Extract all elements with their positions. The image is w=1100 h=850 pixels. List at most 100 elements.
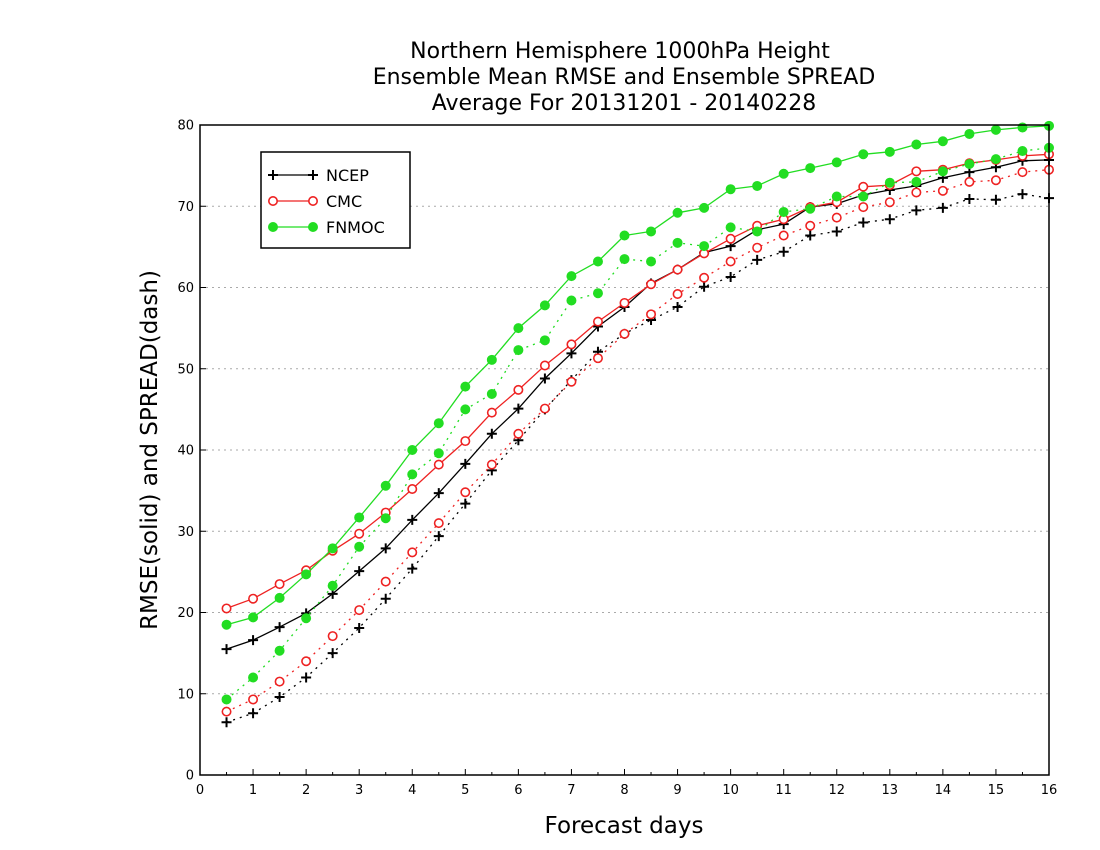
fnmoc-spread-point [433,448,444,459]
cmc-rmse-point [407,483,418,494]
fnmoc-rmse-point [592,256,603,267]
fnmoc-spread-point [964,159,975,169]
fnmoc-spread-point [831,191,842,202]
cmc-spread-point [619,328,630,339]
cmc-spread-point [221,706,232,717]
y-tick-label: 70 [177,200,194,215]
x-tick-label: 5 [461,783,469,798]
plot-series [221,120,1055,728]
ncep-spread-point [433,531,444,542]
cmc-spread-point [354,605,365,616]
fnmoc-rmse-point [699,202,710,213]
x-tick-label: 13 [882,783,899,798]
fnmoc-spread-point [990,154,1001,165]
cmc-spread-point [248,694,259,705]
fnmoc-rmse-point [725,184,736,195]
ncep-spread-point [327,648,338,659]
fnmoc-spread-point [911,176,922,187]
cmc-spread-point [301,656,312,667]
fnmoc-spread-point [884,177,895,188]
fnmoc-spread-point [646,256,657,267]
fnmoc-spread-point [301,613,312,624]
cmc-spread-point [460,487,471,498]
cmc-spread-point [831,212,842,223]
x-tick-label: 7 [567,783,575,798]
fnmoc-spread-point [513,345,524,356]
x-tick-label: 8 [620,783,628,798]
x-tick-label: 6 [514,783,522,798]
fnmoc-spread-point [805,203,816,214]
cmc-spread-point [725,256,736,267]
fnmoc-spread-point [592,288,603,299]
ncep-rmse-point [221,644,232,655]
cmc-rmse-point [592,316,603,327]
x-tick-label: 12 [828,783,845,798]
fnmoc-spread-point [327,580,338,591]
cmc-rmse-point [513,384,524,395]
legend: NCEP CMC FNMOC [260,151,411,249]
fnmoc-rmse-point [964,128,975,139]
fnmoc-rmse-point [221,619,232,630]
cmc-spread-point [964,176,975,187]
ncep-rmse-point [407,514,418,525]
fnmoc-spread-point [380,513,391,524]
ncep-spread-point [274,692,285,702]
cmc-rmse-point [221,603,232,614]
cmc-rmse-point [646,279,657,290]
ncep-spread-point [380,593,391,604]
x-tick-label: 10 [722,783,739,798]
fnmoc-rmse-point [831,157,842,168]
y-axis-title: RMSE(solid) and SPREAD(dash) [137,270,163,630]
y-tick-label: 50 [177,362,194,377]
cmc-rmse-point [911,166,922,177]
fnmoc-rmse-point [460,381,471,392]
x-tick-label: 16 [1041,783,1058,798]
fnmoc-spread-point [460,404,471,415]
ncep-spread-point [460,498,471,509]
legend-marker-cmc [307,196,318,207]
fnmoc-rmse-point [274,592,285,603]
fnmoc-spread-point [274,645,285,656]
cmc-spread-point [1017,167,1028,178]
cmc-spread-point [672,288,683,299]
cmc-spread-point [752,242,763,253]
x-tick-label: 1 [249,783,257,798]
ncep-spread-point [937,202,948,213]
legend-marker-cmc [267,196,278,207]
fnmoc-spread-point [937,166,948,177]
ncep-spread-point [831,226,842,237]
cmc-rmse-point [672,264,683,275]
ncep-rmse-point [433,488,444,499]
ncep-spread-point [778,246,789,257]
cmc-rmse-point [858,181,869,192]
fnmoc-rmse-point [884,146,895,157]
fnmoc-rmse-point [672,207,683,218]
fnmoc-spread-point [486,388,497,399]
fnmoc-rmse-point [301,569,312,580]
cmc-spread-point [513,428,524,439]
ncep-spread-point [858,217,869,228]
cmc-spread-point [380,576,391,587]
ncep-spread-point [884,214,895,225]
ncep-spread-point [221,717,232,728]
y-tick-label: 20 [177,606,194,621]
y-tick-label: 30 [177,525,194,540]
fnmoc-rmse-point [566,271,577,282]
ncep-spread-point [805,230,816,241]
fnmoc-spread-point [1017,146,1028,156]
cmc-rmse-point [433,459,444,470]
ncep-spread-line [226,193,1050,723]
x-tick-label: 9 [673,783,681,798]
ncep-spread-point [672,302,683,312]
cmc-spread-point [486,459,497,470]
cmc-spread-line [226,169,1050,713]
fnmoc-rmse-point [486,354,497,365]
fnmoc-rmse-point [778,168,789,179]
cmc-spread-point [699,272,710,283]
cmc-spread-point [884,197,895,208]
cmc-spread-point [592,353,603,364]
x-axis-title: Forecast days [545,813,704,839]
grid-lines [200,205,1049,695]
y-tick-label: 10 [177,687,194,702]
